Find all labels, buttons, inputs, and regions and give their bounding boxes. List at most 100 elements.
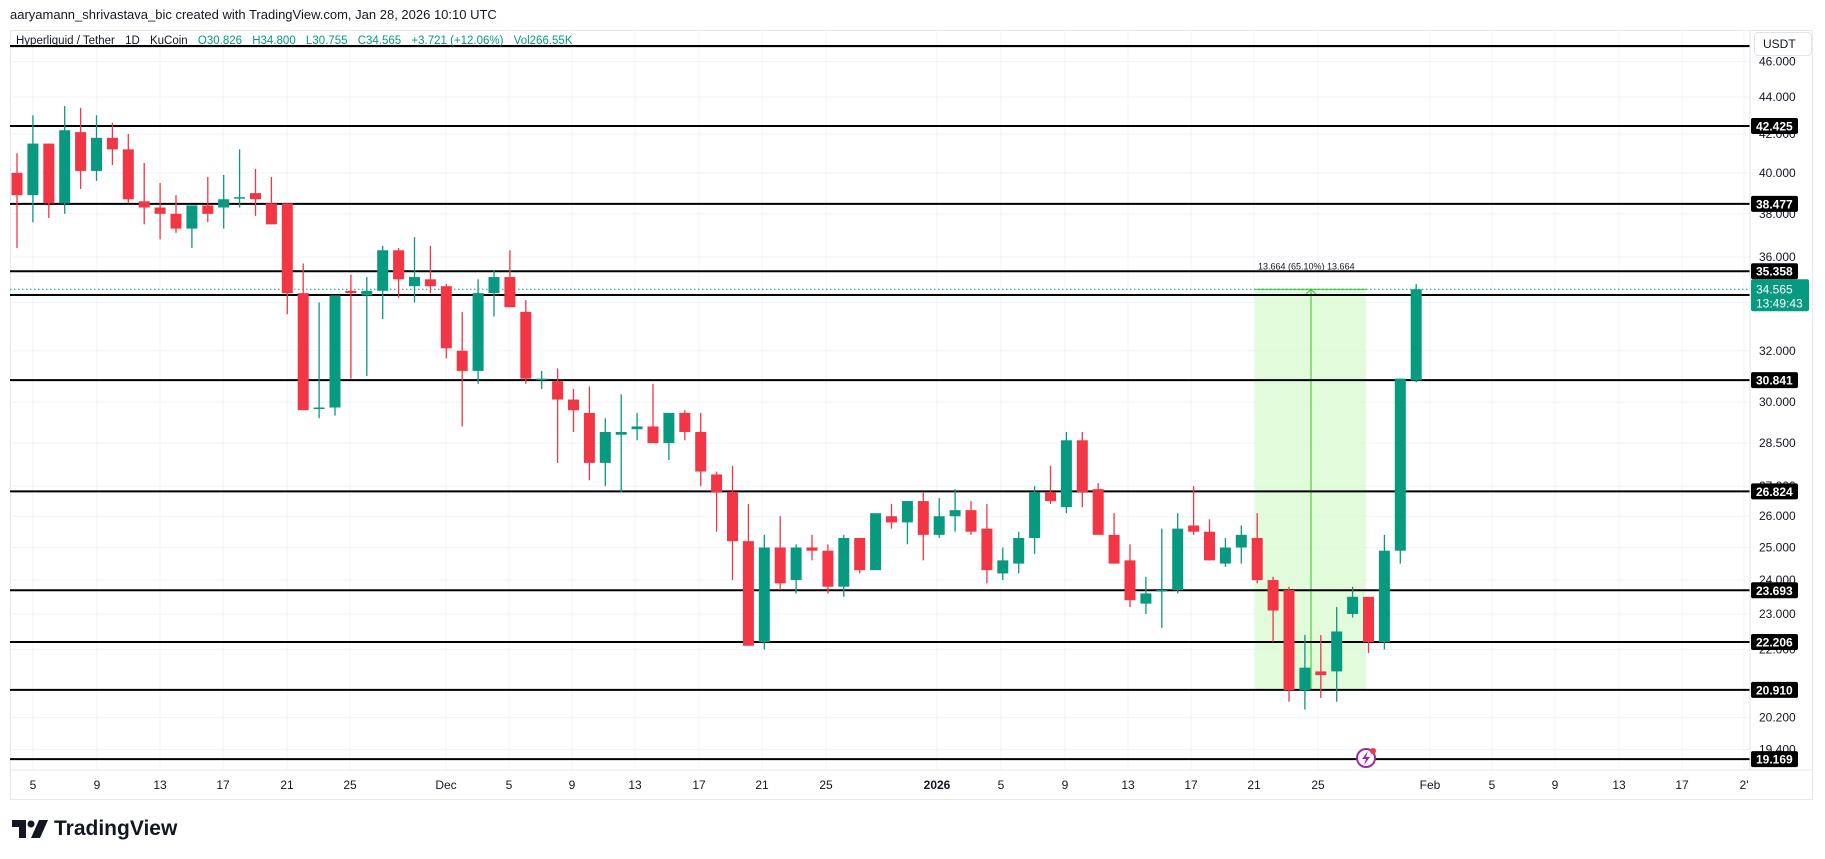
svg-text:Feb: Feb — [1420, 778, 1441, 792]
candle — [790, 547, 802, 581]
candle — [1188, 525, 1200, 532]
candle — [1156, 590, 1168, 592]
candle — [1172, 528, 1184, 591]
candle — [1124, 560, 1136, 601]
chart-frame — [10, 30, 1813, 800]
svg-text:30.000: 30.000 — [1759, 395, 1796, 409]
svg-text:44.000: 44.000 — [1759, 90, 1796, 104]
measurement-label: 13.664 (65.10%) 13.664 — [1258, 261, 1355, 271]
candle — [583, 412, 595, 463]
svg-text:19.169: 19.169 — [1756, 753, 1793, 767]
candle — [599, 431, 611, 463]
level-price-tag — [1751, 118, 1798, 134]
candle — [170, 213, 182, 229]
candle — [456, 350, 468, 371]
tradingview-logo-icon — [12, 820, 48, 838]
candle — [1045, 492, 1056, 502]
candle — [552, 381, 564, 400]
candle — [615, 431, 627, 435]
candle — [218, 199, 230, 208]
level-price-tag — [1751, 483, 1798, 500]
svg-text:9: 9 — [1552, 778, 1559, 792]
candle — [361, 290, 373, 296]
svg-text:25: 25 — [1311, 778, 1325, 792]
svg-text:46.000: 46.000 — [1759, 55, 1796, 69]
attribution-text: aaryamann_shrivastava_bic created with T… — [10, 7, 497, 22]
candle — [1140, 593, 1152, 604]
candle — [122, 149, 134, 200]
candle — [27, 143, 39, 196]
candle — [250, 193, 261, 200]
horizontal-levels[interactable] — [10, 44, 1750, 761]
currency-button[interactable]: USDT — [1754, 32, 1812, 56]
candle — [536, 378, 548, 381]
candle — [43, 143, 55, 204]
candle — [1251, 537, 1263, 581]
svg-text:20.910: 20.910 — [1756, 683, 1793, 697]
level-price-tag — [1751, 633, 1798, 650]
svg-text:5: 5 — [998, 778, 1005, 792]
candle — [838, 537, 850, 587]
candle — [886, 516, 897, 523]
candle — [1394, 378, 1406, 551]
candle — [11, 172, 23, 196]
candle — [59, 130, 71, 204]
svg-text:13: 13 — [628, 778, 642, 792]
interval: 1D — [125, 35, 140, 47]
svg-text:9: 9 — [569, 778, 576, 792]
svg-text:35.358: 35.358 — [1756, 265, 1793, 279]
low-value: L30.755 — [305, 35, 348, 47]
candle — [806, 547, 818, 551]
candle — [1108, 534, 1120, 564]
candle — [472, 293, 484, 371]
svg-text:17: 17 — [1675, 778, 1689, 792]
svg-text:Dec: Dec — [435, 778, 456, 792]
candle — [520, 311, 532, 379]
lightning-event-icon[interactable] — [1356, 748, 1376, 768]
price-axis[interactable]: 46.00044.00042.00040.00038.00036.00034.0… — [1751, 55, 1809, 768]
candle — [949, 510, 961, 517]
candle — [1267, 580, 1279, 611]
candle — [965, 510, 977, 532]
svg-text:26.824: 26.824 — [1756, 485, 1793, 499]
candle — [1299, 667, 1311, 691]
svg-text:32.000: 32.000 — [1759, 344, 1796, 358]
price-range-measurement[interactable]: 13.664 (65.10%) 13.664 — [1255, 261, 1366, 691]
candle — [663, 412, 675, 444]
svg-text:34.565: 34.565 — [1756, 282, 1793, 296]
candle — [933, 516, 945, 535]
symbol-name[interactable]: Hyperliquid / Tether — [16, 35, 115, 47]
time-axis[interactable]: 5 9 13 17 21 25 Dec 5 9 13 17 21 25 2026 5 9 13 17 21 25 Feb… — [10, 769, 1813, 792]
exchange: KuCoin — [149, 35, 188, 47]
candle — [695, 431, 707, 472]
candle — [1363, 596, 1374, 643]
candle — [202, 205, 214, 214]
level-price-tag — [1751, 582, 1798, 599]
candle — [91, 137, 102, 171]
svg-text:13: 13 — [153, 778, 167, 792]
svg-text:5: 5 — [1489, 778, 1496, 792]
svg-text:17: 17 — [1184, 778, 1198, 792]
high-value: H34.800 — [252, 35, 296, 47]
candle — [409, 277, 420, 287]
svg-text:20.200: 20.200 — [1759, 710, 1796, 724]
candle — [488, 277, 500, 294]
candle — [711, 474, 723, 493]
candle — [377, 250, 389, 291]
candle — [568, 399, 579, 411]
svg-text:25: 25 — [819, 778, 833, 792]
candle — [154, 207, 166, 214]
candle — [901, 501, 913, 523]
candle — [1204, 531, 1215, 561]
candle — [440, 286, 452, 349]
svg-text:2': 2' — [1740, 778, 1749, 792]
candle — [297, 293, 309, 411]
candle — [981, 528, 993, 571]
svg-text:23.693: 23.693 — [1756, 584, 1793, 598]
candle — [1219, 547, 1231, 564]
candle — [997, 560, 1009, 574]
svg-text:25: 25 — [343, 778, 357, 792]
candle — [1378, 550, 1390, 643]
tradingview-logo[interactable]: TradingView — [12, 817, 177, 841]
